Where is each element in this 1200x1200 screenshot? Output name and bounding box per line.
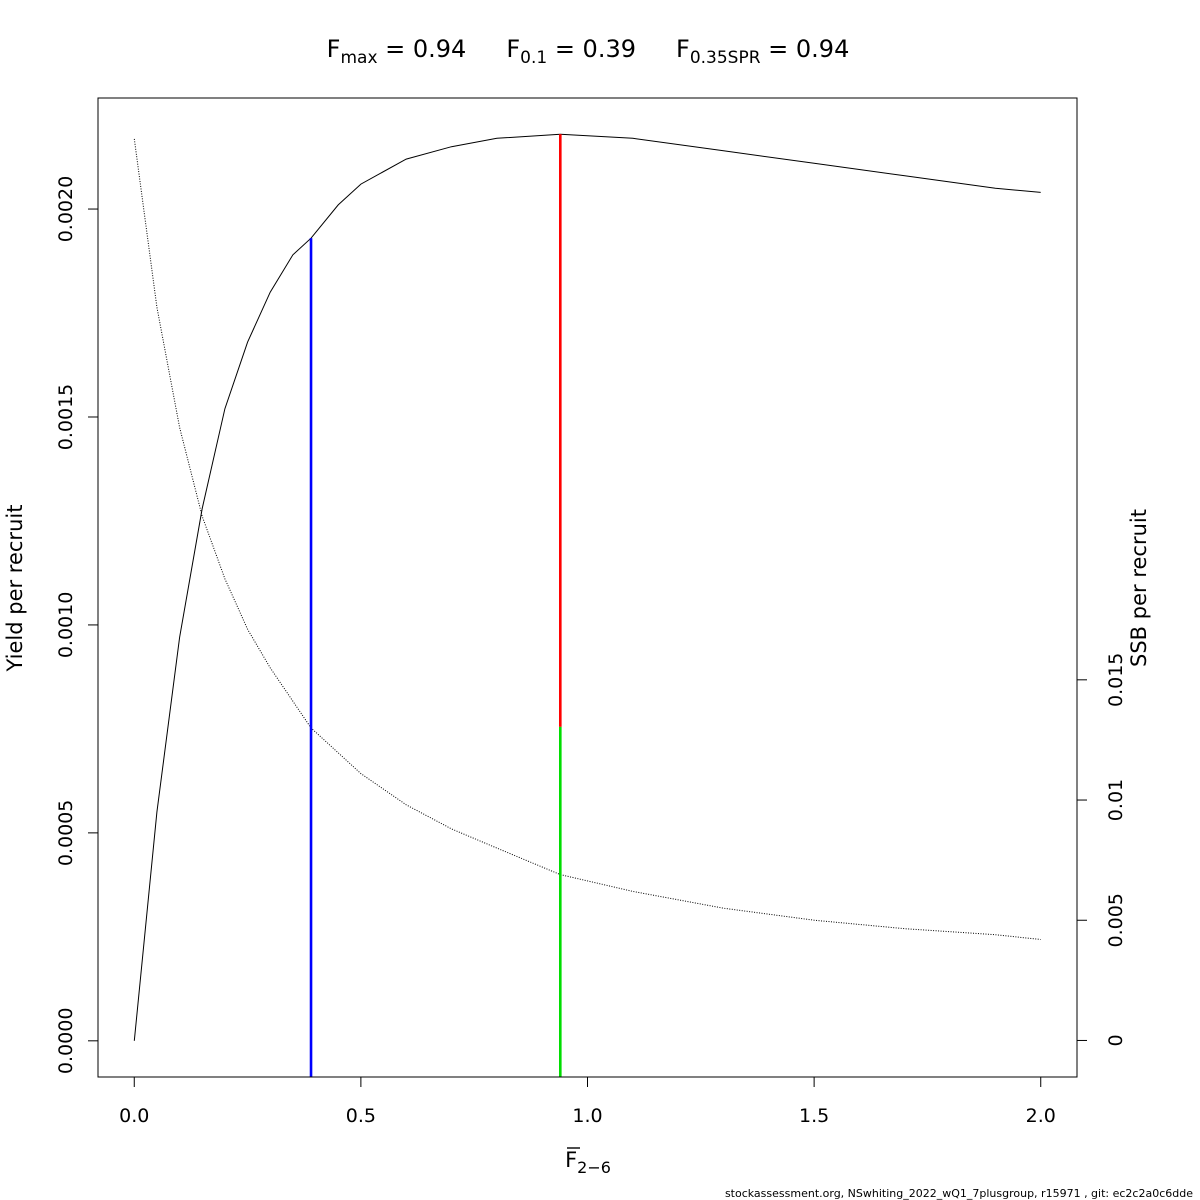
- x-axis-title: F2−6: [565, 1148, 611, 1177]
- yield-per-recruit-line: [133, 133, 1041, 1041]
- chart-title: Fmax = 0.94 F0.1 = 0.39 F0.35SPR = 0.94: [327, 35, 850, 68]
- y-axis-right: 0 0.005 0.01 0.015: [1076, 653, 1127, 1047]
- x-tick-label: 0.0: [119, 1105, 149, 1127]
- x-title-base: F: [565, 1148, 577, 1172]
- x-title-subscript: 2−6: [577, 1158, 611, 1177]
- x-tick-label: 1.5: [799, 1105, 829, 1127]
- y-axis-title: Yield per recruit: [3, 505, 27, 673]
- y-tick-label: 0.0015: [55, 384, 77, 450]
- title-term-base: F: [327, 35, 341, 63]
- footer-text: stockassessment.org, NSwhiting_2022_wQ1_…: [725, 1187, 1193, 1200]
- y-tick-label: 0.0000: [55, 1008, 77, 1074]
- plot-area: [133, 133, 1041, 1077]
- x-tick-label: 2.0: [1026, 1105, 1056, 1127]
- y-tick-label: 0.0005: [55, 800, 77, 866]
- title-term-subscript: 0.1: [520, 48, 547, 68]
- x-tick-label: 1.0: [572, 1105, 602, 1127]
- y2-tick-label: 0: [1105, 1034, 1127, 1046]
- y-tick-label: 0.0020: [55, 176, 77, 242]
- x-axis: 0.0 0.5 1.0 1.5 2.0: [119, 1076, 1056, 1127]
- y-axis-left: 0.0000 0.0005 0.0010 0.0015 0.0020: [55, 176, 99, 1074]
- title-term-value: = 0.94: [761, 35, 850, 63]
- ssb-per-recruit-line: [133, 138, 1041, 940]
- plot-frame: [97, 97, 1078, 1078]
- y2-tick-label: 0.015: [1105, 653, 1127, 707]
- title-term-base: F: [676, 35, 690, 63]
- y2-axis-title: SSB per recruit: [1127, 509, 1151, 667]
- title-term-base: F: [506, 35, 520, 63]
- y-tick-label: 0.0010: [55, 592, 77, 658]
- title-term-subscript: 0.35SPR: [690, 48, 761, 68]
- y2-tick-label: 0.005: [1105, 893, 1127, 947]
- title-term-value: = 0.39: [547, 35, 636, 63]
- y2-tick-label: 0.01: [1105, 779, 1127, 821]
- title-term-subscript: max: [340, 48, 377, 68]
- x-tick-label: 0.5: [346, 1105, 376, 1127]
- title-term-value: = 0.94: [378, 35, 467, 63]
